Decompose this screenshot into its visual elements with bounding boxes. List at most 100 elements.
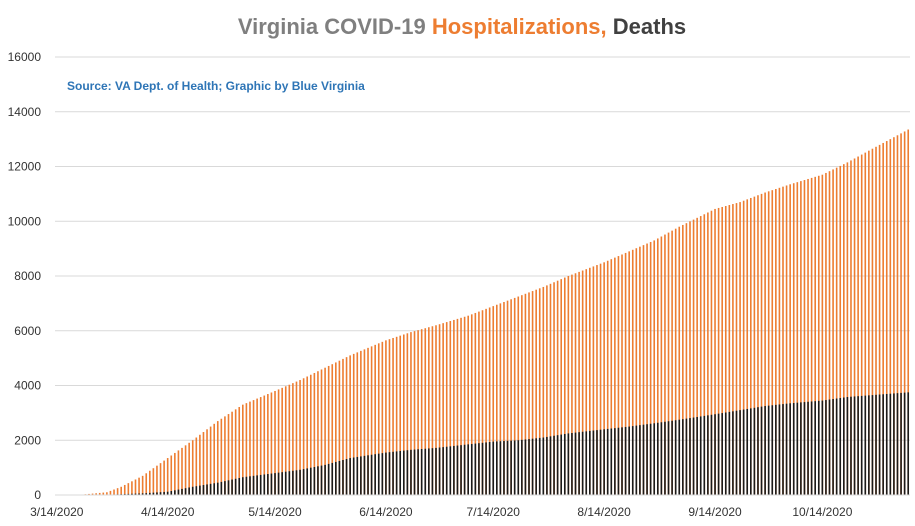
bar-deaths [667,421,670,495]
bar-hospitalizations [453,319,455,495]
bar-deaths [678,419,681,495]
bar-hospitalizations [381,341,384,495]
bar-hospitalizations [513,297,516,495]
bar-deaths [159,492,162,495]
bar-deaths [177,489,180,495]
bar-hospitalizations [395,336,398,495]
bar-deaths [542,437,545,495]
y-tick-label: 4000 [14,379,41,393]
bar-deaths [385,452,387,495]
bar-deaths [606,428,609,495]
bar-deaths [138,493,140,495]
bar-hospitalizations [875,146,877,496]
bar-hospitalizations [614,257,616,495]
bar-hospitalizations [814,176,816,495]
bar-hospitalizations [903,131,906,495]
x-tick-label: 10/14/2020 [792,505,852,519]
bar-hospitalizations [256,398,258,495]
bar-deaths [481,442,484,495]
bar-hospitalizations [231,411,233,495]
bar-deaths [624,426,627,495]
bar-deaths [628,426,630,495]
bar-hospitalizations [746,199,749,495]
bar-deaths [413,449,416,495]
bar-hospitalizations [850,160,852,495]
bar-deaths [646,424,648,495]
bar-deaths [850,396,852,495]
bar-deaths [728,411,731,495]
bar-deaths [617,427,620,495]
bar-deaths [800,402,802,495]
bar-hospitalizations [220,418,223,495]
bar-hospitalizations [95,493,97,495]
bar-deaths [710,414,713,495]
bar-deaths [660,422,663,495]
bar-hospitalizations [188,442,190,495]
bar-hospitalizations [528,292,530,495]
bar-hospitalizations [878,144,881,495]
bar-deaths [843,397,845,495]
bar-deaths [324,464,326,495]
bar-hospitalizations [653,240,656,495]
bar-hospitalizations [782,186,784,495]
bar-deaths [732,411,734,495]
bar-deaths [277,472,280,495]
bar-deaths [202,485,205,495]
bar-hospitalizations [313,372,316,495]
bar-deaths [503,441,505,495]
bar-hospitalizations [335,362,337,495]
bar-deaths [377,453,380,495]
bar-deaths [775,404,777,495]
bar-deaths [195,486,198,495]
bar-deaths [356,456,359,495]
bar-deaths [556,435,559,495]
bar-deaths [227,480,230,495]
bar-deaths [249,476,251,495]
bar-hospitalizations [549,283,552,495]
bar-deaths [563,433,566,495]
bar-deaths [224,481,226,495]
bar-deaths [496,441,498,495]
bar-deaths [360,456,362,495]
bar-deaths [510,440,512,495]
bar-deaths [760,406,763,495]
bar-deaths [871,395,874,495]
bar-deaths [674,420,677,495]
bar-deaths [810,401,813,495]
bars-hospitalizations [59,129,910,496]
bar-hospitalizations [853,158,856,496]
bar-deaths [245,476,248,495]
bar-hospitalizations [424,328,427,495]
bar-deaths [492,441,495,495]
bar-deaths [746,408,749,495]
bar-deaths [585,431,588,495]
bar-hospitalizations [488,307,491,495]
bar-hospitalizations [578,271,580,495]
y-tick-label: 8000 [14,269,41,283]
bar-hospitalizations [678,226,681,495]
bar-hospitalizations [603,262,605,495]
bar-deaths [374,454,376,495]
bar-deaths [817,400,820,495]
bar-deaths [474,443,477,495]
bar-hospitalizations [242,404,244,495]
bar-hospitalizations [617,256,620,495]
bar-hospitalizations [163,460,165,495]
bar-deaths [320,465,323,495]
bar-hospitalizations [309,374,312,495]
bar-hospitalizations [649,241,652,495]
bar-deaths [807,401,809,495]
bar-hospitalizations [388,339,391,495]
bar-hospitalizations [506,300,509,495]
bar-hospitalizations [449,321,452,495]
bar-deaths [839,398,842,495]
bar-deaths [581,431,584,495]
bar-hospitalizations [213,423,215,495]
bar-hospitalizations [224,416,226,495]
bar-deaths [574,432,577,495]
bar-deaths [370,454,373,495]
bar-hospitalizations [338,360,341,495]
bar-hospitalizations [410,332,412,495]
bar-deaths [234,478,237,495]
